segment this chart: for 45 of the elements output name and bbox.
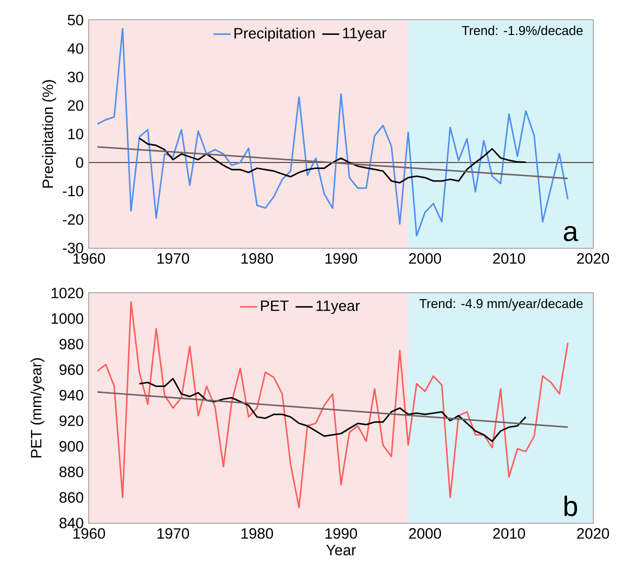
y-tick-label: 920: [60, 415, 84, 426]
x-tick-label: 2000: [409, 253, 442, 264]
y-tick-label: 1000: [52, 313, 84, 324]
y-tick-label: -10: [62, 186, 84, 196]
x-tick-label: 1980: [242, 528, 274, 539]
legend-label: PET: [261, 300, 289, 311]
y-tick-label: 960: [60, 364, 84, 375]
line-series: [138, 378, 527, 442]
y-tick-label: 1020: [52, 288, 84, 298]
legend-label: 11year: [316, 300, 360, 314]
annotation: Trend: -1.9%/decade: [462, 26, 583, 36]
x-tick-label: 2010: [493, 528, 526, 539]
x-tick-label: 1970: [158, 528, 190, 539]
y-tick-label: 30: [68, 72, 84, 82]
x-tick-label: 1980: [242, 253, 274, 264]
y-tick-label: 40: [68, 43, 84, 54]
x-tick-label: 2020: [577, 253, 610, 264]
annotation: Trend: -4.9 mm/year/decade: [419, 298, 583, 311]
y-tick-label: -20: [62, 214, 84, 225]
y-tick-label: 900: [60, 441, 84, 452]
x-tick-label: 1970: [158, 253, 190, 264]
y-axis-title: PET (mm/year): [30, 358, 44, 458]
y-tick-label: 20: [68, 100, 84, 111]
x-tick-label: 1990: [326, 528, 358, 539]
y-tick-label: 860: [60, 492, 84, 503]
x-tick-label: 1990: [326, 253, 358, 264]
x-tick-label: 2020: [577, 528, 610, 539]
x-axis-title: Year: [326, 544, 356, 556]
y-tick-label: 10: [68, 128, 84, 140]
legend-label: Precipitation: [234, 28, 315, 42]
y-tick-label: -30: [62, 242, 84, 254]
x-tick-label: 2010: [493, 253, 526, 264]
y-axis-title: Precipitation (%): [42, 80, 56, 188]
annotation: a: [564, 226, 578, 242]
y-tick-label: 980: [60, 338, 84, 350]
y-tick-label: 880: [60, 466, 84, 478]
x-tick-label: 1960: [74, 528, 106, 539]
y-tick-label: 840: [60, 518, 84, 528]
x-tick-label: 1960: [74, 253, 106, 264]
y-tick-label: 50: [68, 14, 84, 26]
y-tick-label: 0: [76, 157, 84, 168]
x-tick-label: 2000: [409, 528, 442, 539]
y-tick-label: 940: [60, 390, 84, 401]
legend-label: 11year: [343, 28, 386, 42]
annotation: b: [564, 496, 578, 516]
